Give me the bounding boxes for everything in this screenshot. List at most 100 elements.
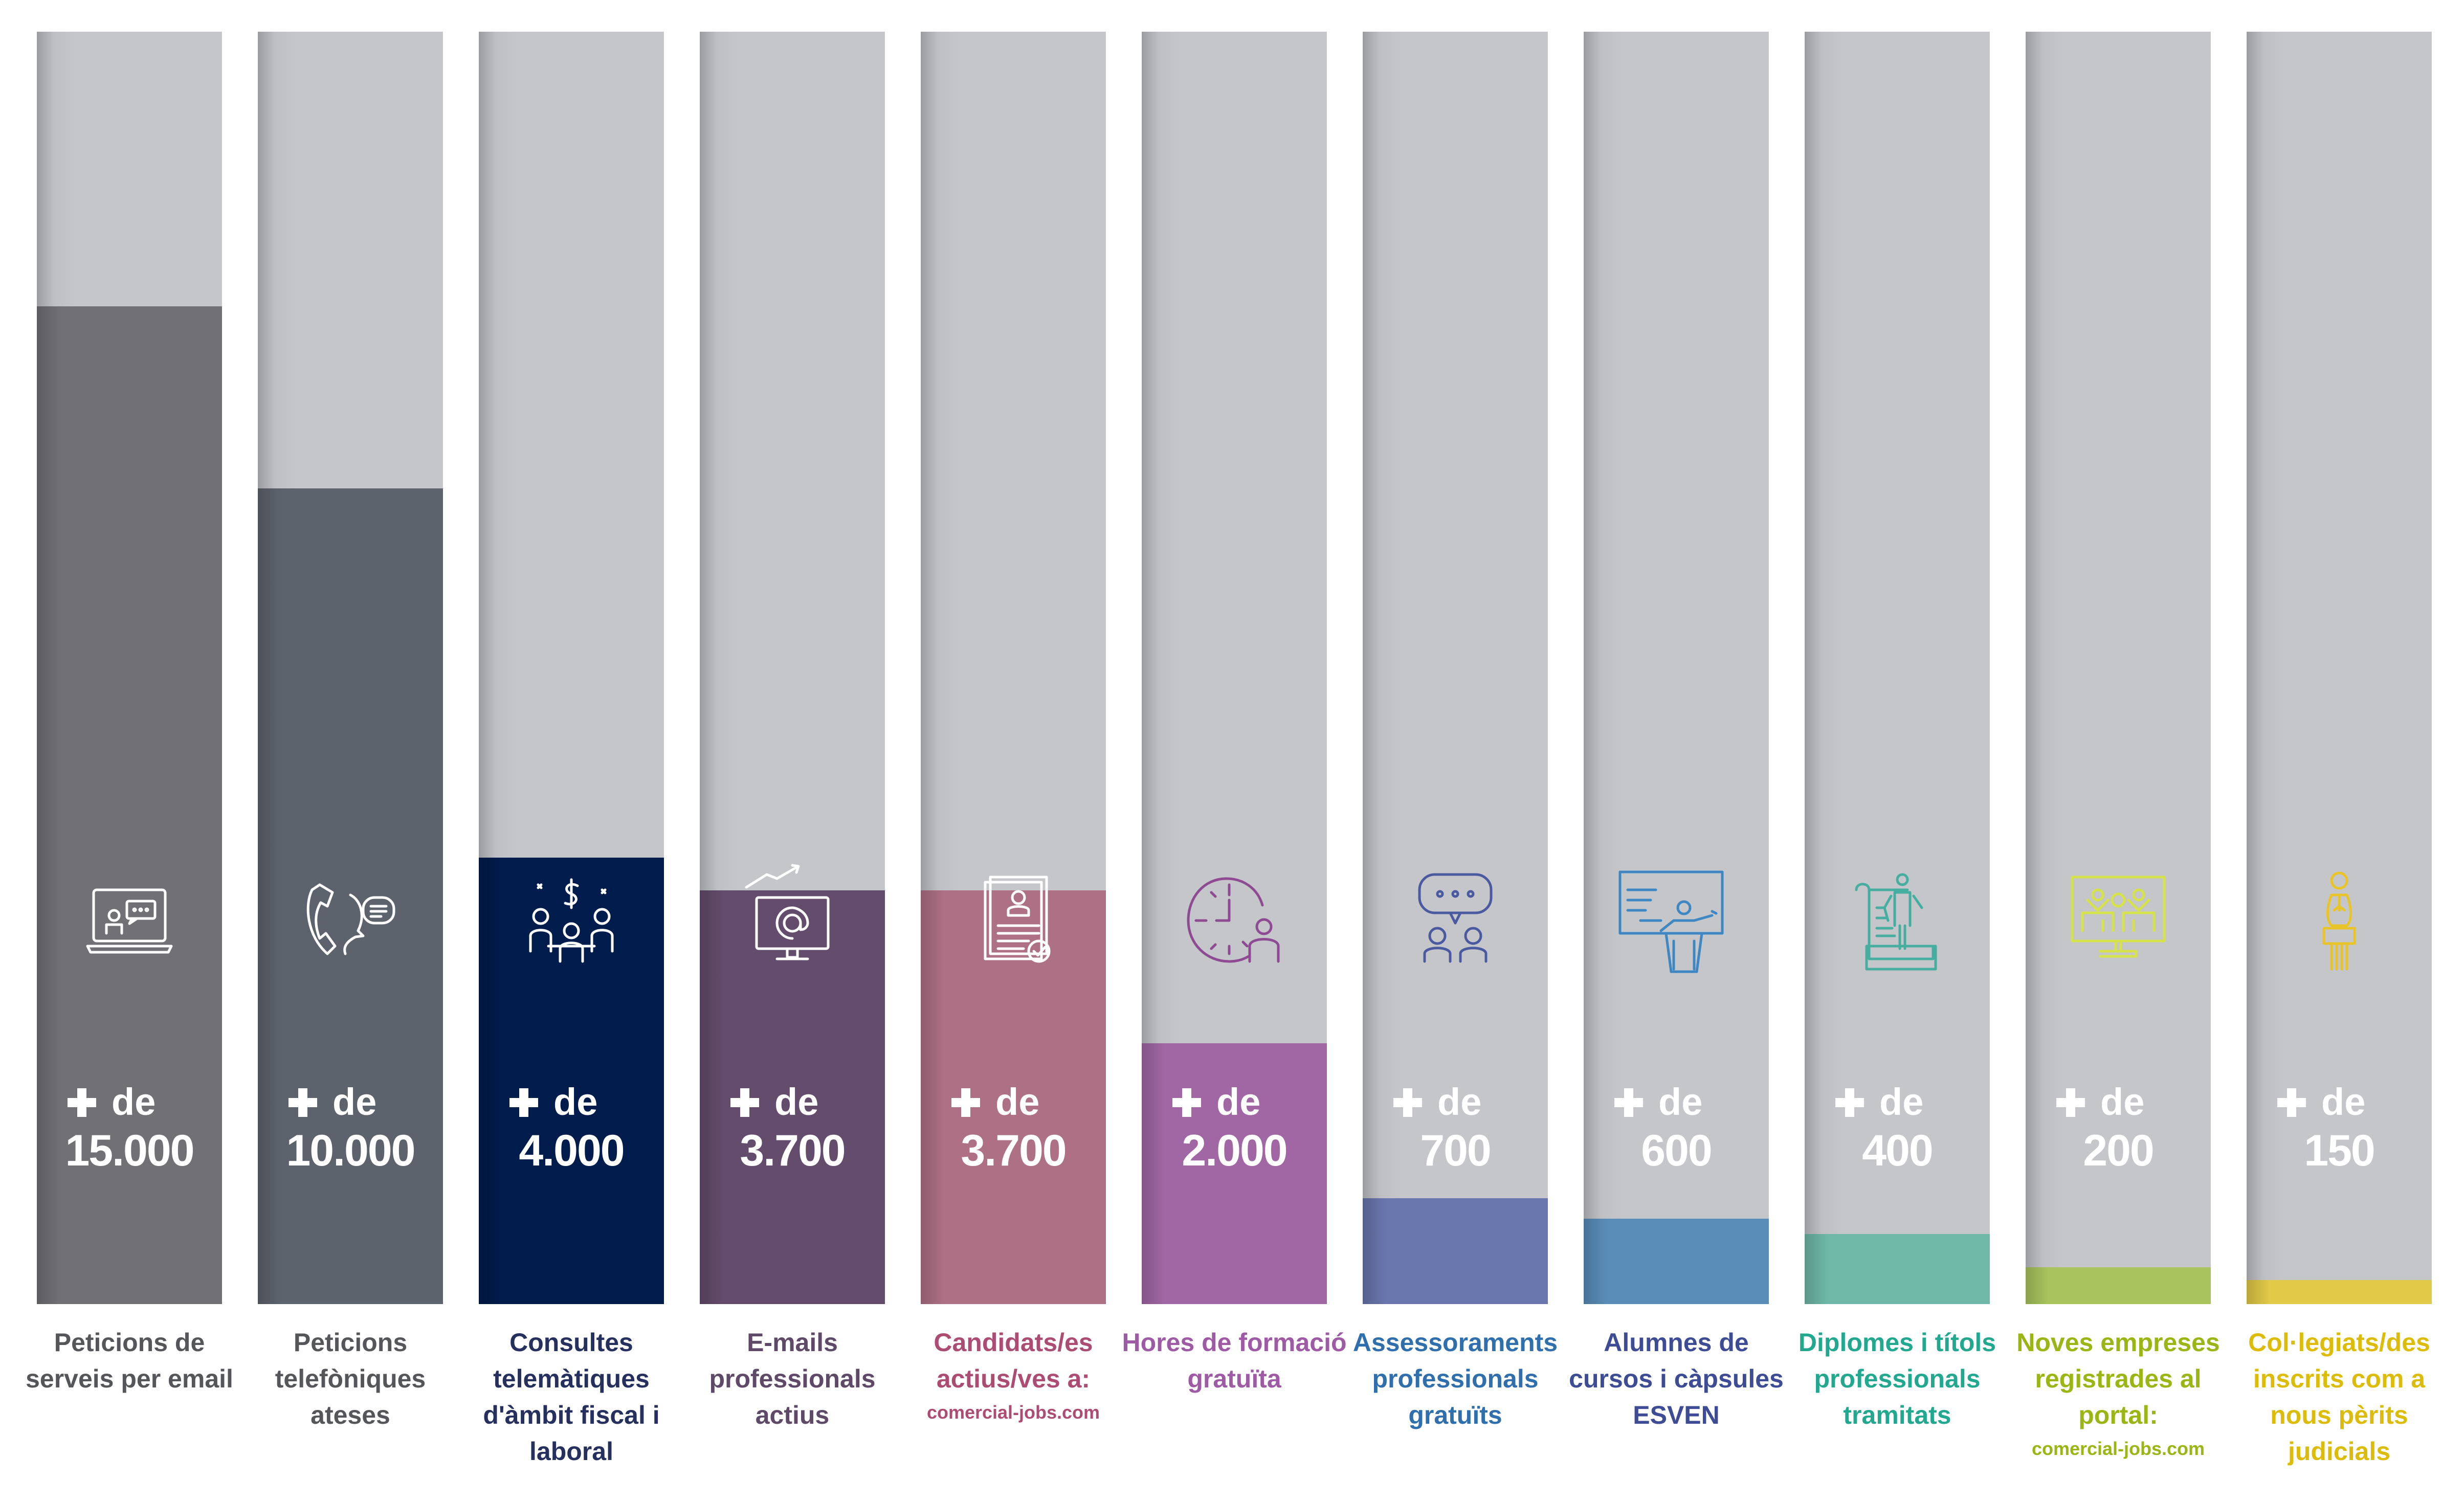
plus-icon <box>68 1088 96 1117</box>
value-prefix: de <box>68 1079 211 1125</box>
bar-column: de 150 Col·legiats/des inscrits com a nous… <box>2247 0 2432 1502</box>
bar-column: de 400 Diplomes i títols professionals tra… <box>1799 0 1996 1502</box>
bar-fill <box>1363 1198 1548 1304</box>
plus-icon <box>1614 1088 1643 1117</box>
bar-track <box>921 32 1106 1304</box>
value-prefix-text: de <box>995 1081 1040 1123</box>
value-label: 15.000 <box>65 1126 194 1175</box>
diploma-person-icon <box>1846 869 1948 972</box>
bar-column: de 3.700 Candidats/es actius/ves a: comerci… <box>921 0 1106 1502</box>
laptop-chat-icon <box>78 869 181 972</box>
value-prefix: de <box>2056 1079 2200 1125</box>
category-label-text: E-mails professionals actius <box>709 1328 876 1429</box>
value-label: 600 <box>1641 1126 1713 1175</box>
value-prefix: de <box>1172 1079 1316 1125</box>
value-prefix-text: de <box>1437 1081 1482 1123</box>
plus-icon <box>1172 1088 1201 1117</box>
value-prefix: de <box>1393 1079 1537 1125</box>
value-prefix-text: de <box>774 1081 819 1123</box>
value-label: 700 <box>1420 1126 1492 1175</box>
plus-icon <box>2277 1088 2306 1117</box>
category-label-text: Diplomes i títols professionals tramitat… <box>1798 1328 1996 1429</box>
bar-column: de 15.000 Peticions de serveis per email <box>26 0 233 1502</box>
value-label: 10.000 <box>286 1126 415 1175</box>
consulting-people-icon <box>1404 869 1506 972</box>
portal-link[interactable]: comercial-jobs.com <box>926 1402 1100 1423</box>
category-label: Noves empreses registrades al portal: com… <box>2005 1325 2231 1464</box>
category-label: Peticions de serveis per email <box>16 1325 242 1397</box>
bar-column: de 600 Alumnes de cursos i càpsules ESVEN <box>1569 0 1784 1502</box>
plus-icon <box>288 1088 317 1117</box>
plus-icon <box>509 1088 538 1117</box>
category-label: Hores de formació gratuïta <box>1121 1325 1347 1397</box>
category-label-text: Hores de formació gratuïta <box>1122 1328 1347 1393</box>
category-label-text: Alumnes de cursos i càpsules ESVEN <box>1569 1328 1784 1429</box>
bar-track <box>2247 32 2432 1304</box>
bar-fill <box>37 306 222 1304</box>
clock-person-icon <box>1183 869 1285 972</box>
bar-track <box>1363 32 1548 1304</box>
bar-track <box>1142 32 1327 1304</box>
category-label-text: Consultes telemàtiques d'àmbit fiscal i … <box>483 1328 660 1466</box>
bar-fill <box>2247 1280 2432 1304</box>
bar-fill <box>1584 1219 1769 1304</box>
bar-track <box>1805 32 1990 1304</box>
value-prefix-text: de <box>332 1081 377 1123</box>
bar-column: de 3.700 E-mails professionals actius <box>700 0 885 1502</box>
value-label: 200 <box>2083 1126 2155 1175</box>
bar-track <box>2026 32 2211 1304</box>
meeting-money-icon <box>520 869 623 972</box>
category-label: Consultes telemàtiques d'àmbit fiscal i … <box>458 1325 684 1470</box>
portal-link[interactable]: comercial-jobs.com <box>2031 1438 2205 1459</box>
category-label-text: Peticions telefòniques ateses <box>275 1328 426 1429</box>
phone-call-icon <box>299 869 402 972</box>
bar-fill <box>700 890 885 1304</box>
value-prefix: de <box>1835 1079 1979 1125</box>
plus-icon <box>951 1088 980 1117</box>
value-prefix: de <box>730 1079 874 1125</box>
email-monitor-icon <box>741 864 843 972</box>
resume-icon <box>962 869 1064 972</box>
category-label: Peticions telefòniques ateses <box>237 1325 463 1433</box>
category-label-text: Peticions de serveis per email <box>26 1328 233 1393</box>
value-label: 150 <box>2304 1126 2376 1175</box>
value-prefix: de <box>1614 1079 1758 1125</box>
category-label: E-mails professionals actius <box>679 1325 905 1433</box>
value-prefix-text: de <box>1879 1081 1924 1123</box>
bar-column: de 4.000 Consultes telemàtiques d'àmbit fi… <box>479 0 664 1502</box>
value-label: 3.700 <box>961 1126 1067 1175</box>
plus-icon <box>730 1088 759 1117</box>
value-label: 4.000 <box>519 1126 625 1175</box>
bar-fill <box>1142 1043 1327 1304</box>
value-label: 2.000 <box>1182 1126 1288 1175</box>
value-prefix-text: de <box>1216 1081 1261 1123</box>
bar-fill <box>921 890 1106 1304</box>
category-label: Col·legiats/des inscrits com a nous pèri… <box>2226 1325 2452 1470</box>
value-prefix-text: de <box>1658 1081 1703 1123</box>
company-portal-icon <box>2067 869 2169 972</box>
category-label: Candidats/es actius/ves a: comercial-jobs… <box>900 1325 1126 1428</box>
category-label: Assessoraments professionals gratuïts <box>1342 1325 1568 1433</box>
category-label-text: Candidats/es actius/ves a: <box>934 1328 1093 1393</box>
bar-track <box>1584 32 1769 1304</box>
bar-track <box>37 32 222 1304</box>
lecture-podium-icon <box>1618 869 1727 973</box>
category-label: Diplomes i títols professionals tramitat… <box>1784 1325 2010 1433</box>
bar-track <box>479 32 664 1304</box>
plus-icon <box>1835 1088 1864 1117</box>
value-prefix-text: de <box>112 1081 156 1123</box>
value-prefix: de <box>951 1079 1095 1125</box>
bar-column: de 2.000 Hores de formació gratuïta <box>1122 0 1347 1502</box>
value-prefix-text: de <box>553 1081 598 1123</box>
value-prefix: de <box>288 1079 432 1125</box>
bar-column: de 10.000 Peticions telefòniques ateses <box>258 0 443 1502</box>
value-label: 3.700 <box>740 1126 846 1175</box>
bar-fill <box>1805 1234 1990 1304</box>
bar-track <box>700 32 885 1304</box>
plus-icon <box>2056 1088 2085 1117</box>
plus-icon <box>1393 1088 1422 1117</box>
bar-track <box>258 32 443 1304</box>
bar-column: de 200 Noves empreses registrades al porta… <box>2016 0 2220 1502</box>
category-label-text: Col·legiats/des inscrits com a nous pèri… <box>2248 1328 2430 1466</box>
